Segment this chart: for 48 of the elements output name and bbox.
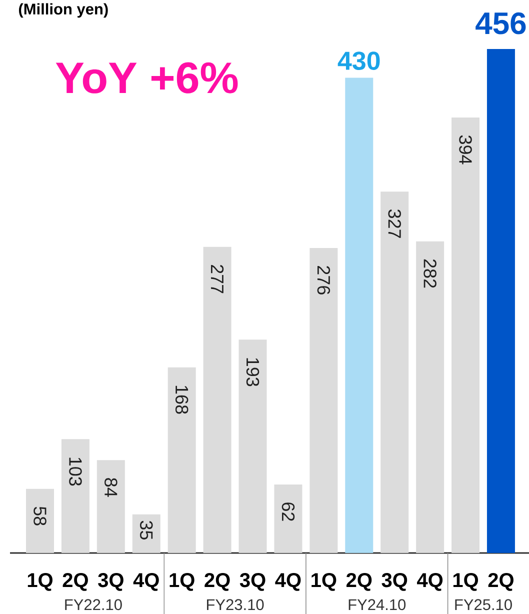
y-axis-title: (Million yen) (18, 3, 108, 18)
data-label: 327 (388, 209, 401, 238)
x-tick-label: 2Q (204, 573, 230, 591)
data-label: 193 (246, 358, 260, 386)
bar (132, 514, 160, 553)
data-label: 276 (317, 266, 330, 294)
x-tick-label: 2Q (62, 573, 88, 591)
data-label: 394 (459, 135, 472, 164)
x-tick-label: 3Q (382, 573, 408, 591)
x-tick-label: 2Q (346, 573, 372, 591)
bar (168, 367, 196, 553)
bar (310, 248, 338, 553)
x-tick-label: 1Q (170, 573, 194, 591)
data-label: 103 (69, 458, 82, 486)
bar (61, 439, 90, 553)
x-tick-label: 1Q (453, 573, 478, 591)
data-label: 456 (476, 12, 526, 34)
annotation: YoY +6% (56, 62, 238, 94)
x-tick-label: 4Q (275, 573, 301, 591)
bar (238, 340, 267, 553)
text: FY25.10 (455, 599, 512, 610)
bar (203, 246, 232, 553)
data-label: 35 (140, 520, 153, 540)
bar (96, 460, 125, 553)
x-tick-label: 4Q (417, 573, 443, 591)
x-tick-label: 2Q (488, 573, 514, 591)
data-label: 58 (34, 506, 46, 526)
bar (26, 488, 54, 553)
data-label: 62 (282, 502, 295, 521)
text: FY24.10 (348, 599, 406, 610)
bar (452, 118, 480, 553)
data-label: 84 (104, 478, 118, 497)
bar (416, 241, 444, 553)
x-tick-label: 4Q (133, 573, 159, 591)
data-label: 430 (338, 52, 380, 70)
bar (486, 49, 515, 553)
bar (274, 484, 302, 553)
x-tick-label: 1Q (312, 573, 336, 591)
data-label: 168 (175, 386, 188, 414)
x-tick-label: 1Q (28, 573, 52, 591)
text: FY22.10 (65, 599, 122, 610)
x-tick-label: 3Q (98, 573, 124, 591)
data-label: 282 (424, 259, 436, 288)
bar (345, 78, 374, 553)
data-label: 277 (211, 264, 224, 294)
bar (380, 192, 409, 553)
x-tick-label: 3Q (240, 573, 266, 591)
text: FY23.10 (207, 599, 264, 610)
